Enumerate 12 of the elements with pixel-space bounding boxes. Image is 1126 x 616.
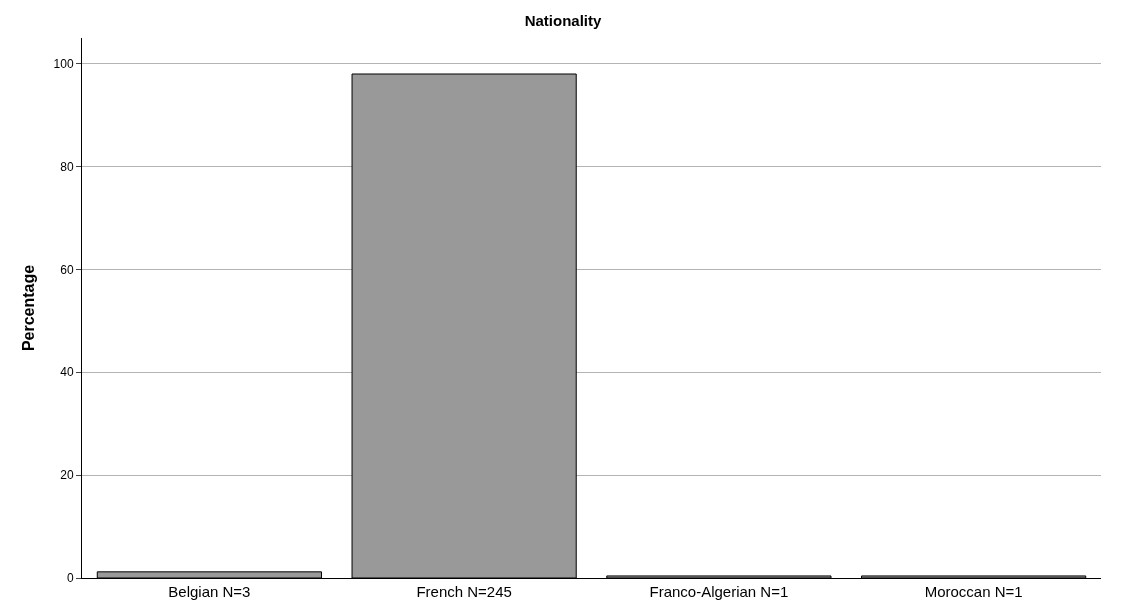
x-tick-label: French N=245 — [416, 583, 512, 600]
y-tick-label: 20 — [60, 468, 74, 483]
y-tick-label: 100 — [53, 56, 74, 71]
x-tick-label: Moroccan N=1 — [924, 583, 1023, 600]
y-tick-label: 40 — [60, 365, 74, 380]
x-tick-label: Franco-Algerian N=1 — [649, 583, 789, 600]
y-tick-label: 80 — [60, 159, 74, 174]
chart-title: Nationality — [524, 11, 602, 29]
y-tick-label: 0 — [66, 571, 74, 586]
y-axis-title: Percentage — [20, 264, 38, 352]
x-tick-label: Belgian N=3 — [168, 583, 251, 600]
y-tick-label: 60 — [60, 262, 74, 277]
